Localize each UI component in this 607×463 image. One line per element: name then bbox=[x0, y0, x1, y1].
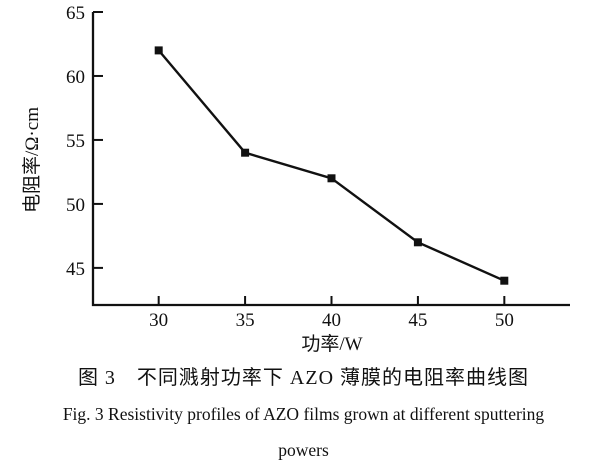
data-point-marker bbox=[327, 174, 336, 183]
x-tick-label: 50 bbox=[495, 310, 514, 331]
figure-caption-english-line1: Fig. 3 Resistivity profiles of AZO films… bbox=[62, 404, 545, 424]
chart-plot-area: 45 50 55 60 65 30 35 40 45 50 bbox=[66, 3, 570, 331]
data-point-marker bbox=[154, 46, 163, 55]
data-point-marker bbox=[500, 276, 509, 285]
y-tick-label: 55 bbox=[66, 131, 85, 152]
x-tick-label: 45 bbox=[408, 310, 427, 331]
y-tick-label: 45 bbox=[66, 259, 85, 280]
data-point-marker bbox=[241, 148, 250, 157]
x-axis-label: 功率/W bbox=[301, 333, 362, 355]
figure-caption-chinese: 图 3 不同溅射功率下 AZO 薄膜的电阻率曲线图 bbox=[77, 367, 530, 389]
y-axis-label: 电阻率/Ω·cm bbox=[21, 107, 43, 213]
y-tick-label: 60 bbox=[66, 67, 85, 88]
x-tick-label: 30 bbox=[149, 310, 168, 331]
resistivity-line-chart: 45 50 55 60 65 30 35 40 45 50 功率/W 电阻率/Ω·cm bbox=[21, 3, 570, 355]
figure-caption-english-line2: powers bbox=[278, 440, 329, 460]
x-tick-label: 40 bbox=[322, 310, 341, 331]
x-tick-label: 35 bbox=[236, 310, 255, 331]
y-tick-label: 65 bbox=[66, 3, 85, 24]
axes-lines bbox=[91, 12, 570, 307]
data-point-marker bbox=[413, 238, 422, 247]
y-tick-label: 50 bbox=[66, 195, 85, 216]
series-line bbox=[157, 49, 505, 282]
